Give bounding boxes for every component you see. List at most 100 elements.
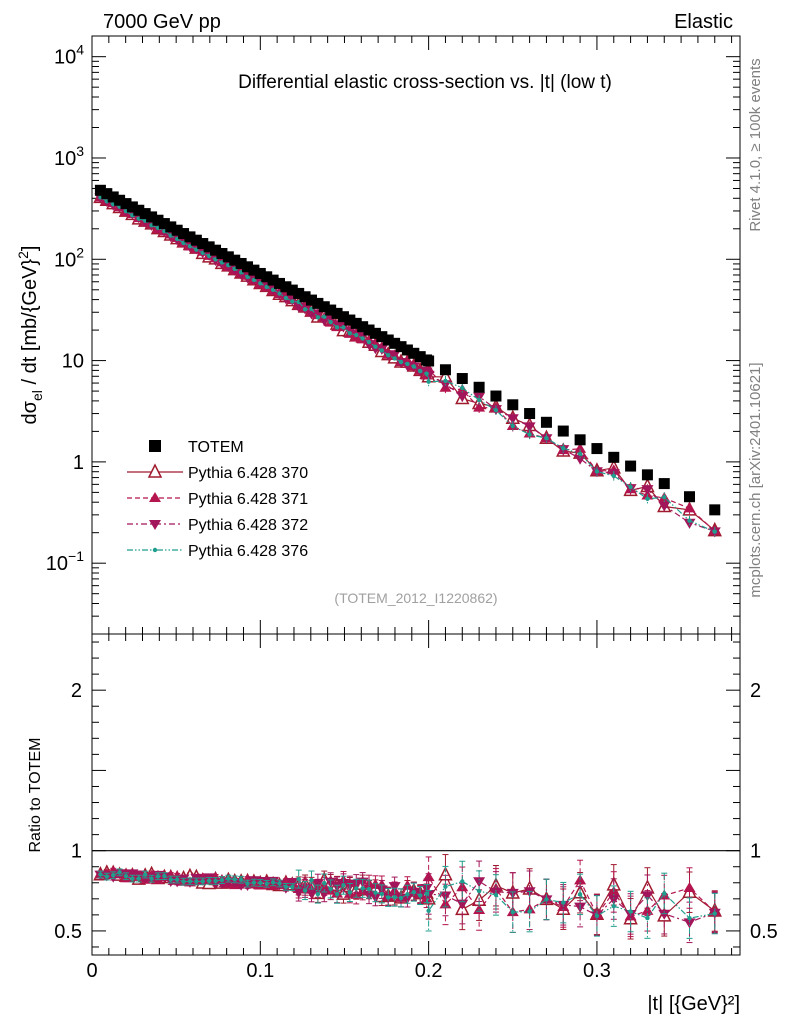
data-point <box>456 373 468 385</box>
data-point <box>232 877 237 882</box>
data-point <box>388 882 401 893</box>
data-point <box>607 895 620 906</box>
data-point <box>210 244 222 256</box>
data-point <box>712 529 717 534</box>
ratio-tick-label: 1 <box>71 841 82 863</box>
series-pythia-6-428-376 <box>98 195 717 538</box>
data-point <box>594 469 600 474</box>
data-point <box>130 876 135 881</box>
data-point <box>328 319 333 325</box>
data-point <box>386 895 391 900</box>
legend-label: TOTEM <box>188 439 244 456</box>
ratio-tick-label: 2 <box>750 680 761 702</box>
data-point <box>216 248 228 260</box>
data-point <box>709 504 721 516</box>
data-point <box>350 317 362 329</box>
main-y-label: dσel / dt [mb/{GeV}2] <box>15 246 45 425</box>
x-tick-label: 0.3 <box>583 960 611 982</box>
data-point <box>315 891 321 897</box>
data-point <box>423 355 435 367</box>
data-point <box>290 884 295 890</box>
data-point <box>510 423 515 429</box>
data-point <box>388 350 401 361</box>
data-point <box>398 359 404 365</box>
data-point <box>270 880 276 885</box>
data-point <box>369 892 382 903</box>
data-point <box>261 271 273 283</box>
data-point <box>171 224 183 236</box>
data-point <box>344 314 356 326</box>
data-point <box>683 502 696 513</box>
data-point <box>315 315 321 320</box>
data-point <box>683 518 696 529</box>
data-point <box>611 903 616 909</box>
data-point <box>473 381 485 393</box>
data-point <box>203 241 215 253</box>
data-point <box>94 184 106 196</box>
data-point <box>328 886 333 892</box>
data-point <box>712 911 717 916</box>
main-title: Differential elastic cross-section vs. |… <box>238 72 612 93</box>
data-point <box>386 352 391 358</box>
data-point <box>309 877 314 883</box>
data-point <box>628 484 633 490</box>
y-tick-label: 1 <box>73 452 84 474</box>
data-point <box>357 321 369 333</box>
data-point <box>401 879 414 890</box>
data-point <box>591 443 603 455</box>
data-point <box>418 893 423 898</box>
data-point <box>476 888 482 894</box>
data-point <box>687 518 692 523</box>
data-point <box>229 254 241 266</box>
data-point <box>126 201 138 213</box>
data-point <box>398 895 404 901</box>
data-point <box>443 884 448 889</box>
data-point <box>267 274 279 286</box>
data-point <box>506 414 519 425</box>
ratio-panel-frame <box>91 633 741 956</box>
data-point <box>411 364 417 369</box>
data-point <box>311 879 324 890</box>
data-point <box>136 876 141 881</box>
data-point <box>273 277 285 289</box>
x-tick-label: 0.2 <box>415 960 443 982</box>
series-totem <box>94 184 721 516</box>
data-point <box>290 299 295 304</box>
data-point <box>350 888 363 899</box>
data-point <box>424 891 429 896</box>
legend-label: Pythia 6.428 371 <box>188 491 308 508</box>
data-point <box>283 295 289 301</box>
legend-entry: Pythia 6.428 372 <box>127 517 308 534</box>
data-point <box>574 454 587 465</box>
data-point <box>286 284 298 296</box>
data-point <box>418 368 423 374</box>
data-point <box>594 913 600 919</box>
data-point <box>165 221 177 233</box>
data-point <box>325 304 337 316</box>
legend-entry: Pythia 6.428 370 <box>127 463 308 482</box>
data-point <box>527 432 532 437</box>
legend-entry: Pythia 6.428 376 <box>127 543 308 560</box>
rivet-label: Rivet 4.1.0, ≥ 100k events <box>747 58 764 231</box>
data-point <box>577 892 583 897</box>
ratio-panel: 0.5 0.5 1 1 2 2 0 0.1 0.2 0.3 Ratio to TOTEM |t|… <box>27 633 778 1015</box>
data-point <box>238 877 244 882</box>
data-point <box>662 495 667 500</box>
main-x-ticks <box>91 36 733 634</box>
data-point <box>561 900 566 905</box>
data-point <box>318 301 330 313</box>
legend-label: Pythia 6.428 372 <box>188 517 308 534</box>
ratio-y-label: Ratio to TOTEM <box>27 738 44 853</box>
data-point <box>149 520 161 530</box>
data-point <box>152 547 158 553</box>
data-point <box>331 307 343 319</box>
legend-entry: Pythia 6.428 371 <box>127 491 308 508</box>
svg-text:dσel / dt [mb/{GeV}2]: dσel / dt [mb/{GeV}2] <box>15 246 45 425</box>
data-point <box>283 884 289 890</box>
legend-label: Pythia 6.428 370 <box>188 465 308 482</box>
data-point <box>305 294 317 306</box>
main-panel: Differential elastic cross-section vs. |… <box>15 35 741 635</box>
data-point <box>155 874 161 879</box>
data-point <box>158 218 170 230</box>
